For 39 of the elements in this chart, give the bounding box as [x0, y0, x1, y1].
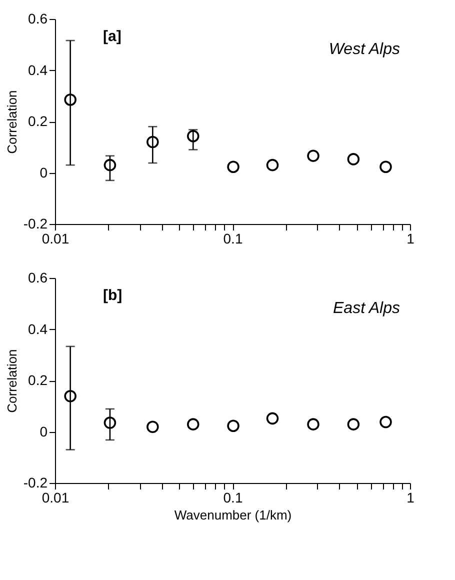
point — [64, 94, 76, 106]
point — [307, 150, 320, 162]
annotation: [a] — [103, 28, 122, 45]
y-tick-label: 0.2 — [28, 113, 48, 129]
point — [64, 390, 76, 402]
point — [227, 160, 240, 173]
x-axis-title: Wavenumber (1/km) — [174, 508, 292, 522]
point — [186, 130, 200, 142]
point — [347, 418, 360, 430]
y-tick-label: 0.2 — [28, 372, 48, 388]
y-tick-label: 0.6 — [28, 270, 48, 286]
y-tick-label: 0.4 — [28, 320, 48, 337]
y-axis-title: Correlation — [4, 90, 20, 154]
point — [186, 418, 200, 430]
point — [227, 420, 240, 432]
point — [347, 153, 360, 166]
x-tick-label: 0.1 — [223, 230, 243, 246]
x-tick-label: 1 — [406, 230, 415, 246]
annotation: West Alps — [328, 41, 400, 58]
y-tick-label: 0.6 — [28, 10, 48, 26]
point — [266, 412, 279, 425]
point — [146, 136, 159, 148]
y-tick-label: 0 — [40, 164, 48, 180]
y-axis-title: Correlation — [4, 349, 20, 413]
point — [146, 420, 159, 434]
point — [104, 158, 116, 172]
x-tick-label: 1 — [406, 490, 415, 506]
x-tick-label: 0.01 — [42, 490, 70, 506]
x-tick-label: 0.01 — [42, 230, 70, 246]
point — [307, 418, 320, 430]
y-tick-label: 0 — [40, 423, 48, 440]
annotation: [b] — [103, 287, 122, 304]
point — [104, 416, 116, 429]
y-tick-label: -0.2 — [23, 216, 48, 232]
y-tick-label: -0.2 — [23, 474, 48, 490]
annotation: East Alps — [333, 300, 400, 317]
x-tick-label: 0.1 — [223, 490, 243, 506]
point — [266, 158, 279, 172]
y-tick-label: 0.4 — [28, 62, 48, 78]
